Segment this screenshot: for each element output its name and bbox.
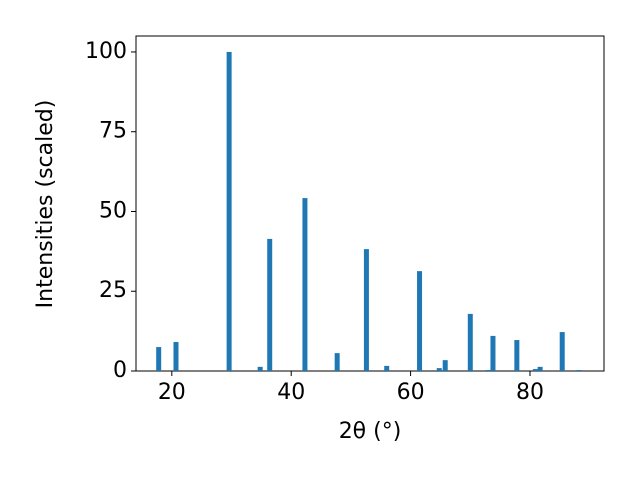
bar xyxy=(576,370,582,371)
y-tick-label: 25 xyxy=(99,278,127,303)
x-tick-label: 40 xyxy=(277,380,305,405)
bar xyxy=(173,341,179,371)
bar xyxy=(156,347,162,371)
bar xyxy=(514,340,520,371)
bar xyxy=(467,313,473,371)
bar xyxy=(532,369,538,371)
bar xyxy=(363,249,369,371)
bar xyxy=(334,353,340,371)
plot-frame xyxy=(135,35,605,372)
bar xyxy=(267,238,273,371)
bar xyxy=(436,368,442,371)
bar xyxy=(490,335,496,371)
y-axis-label: Intensities (scaled) xyxy=(33,100,58,309)
bar xyxy=(417,271,423,371)
y-tick-label: 100 xyxy=(85,39,127,64)
bar xyxy=(559,332,565,371)
bar xyxy=(257,366,263,371)
bar xyxy=(302,198,308,371)
bar xyxy=(442,360,448,371)
bar xyxy=(537,366,543,371)
bar xyxy=(384,365,390,371)
bar xyxy=(226,51,232,371)
y-tick-label: 0 xyxy=(113,358,127,383)
x-tick-label: 80 xyxy=(516,380,544,405)
x-tick-label: 60 xyxy=(397,380,425,405)
bar xyxy=(485,370,491,371)
x-tick-label: 20 xyxy=(158,380,186,405)
x-axis-label: 2θ (°) xyxy=(339,419,402,444)
y-tick-label: 75 xyxy=(99,119,127,144)
y-tick-label: 50 xyxy=(99,198,127,223)
